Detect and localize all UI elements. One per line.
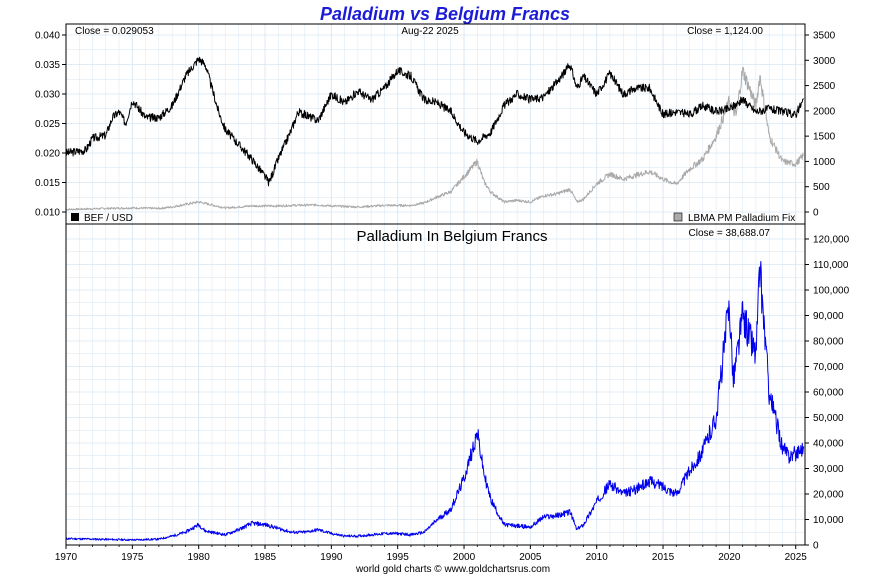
right-tick-label: 2000: [813, 106, 836, 117]
bottom-right-tick-label: 40,000: [813, 439, 844, 450]
bottom-right-axis: 0 10,000 20,000 30,000 40,000 50,000 60,000 70,…: [805, 235, 850, 552]
bef-usd-line: [65, 56, 805, 187]
top-panel-frame: [65, 23, 806, 225]
bottom-panel-title: Palladium In Belgium Francs: [357, 228, 548, 245]
bottom-right-tick-label: 50,000: [813, 413, 844, 424]
bottom-right-tick-label: 90,000: [813, 311, 844, 322]
bottom-panel-frame: [65, 223, 806, 546]
top-right-axis: 0 500 1000 1500 2000 2500 3000 3500: [805, 31, 836, 219]
x-tick-label: 1975: [121, 552, 144, 563]
left-close-label: Close = 0.029053: [75, 26, 154, 37]
bottom-right-tick-label: 120,000: [813, 235, 850, 246]
right-close-label: Close = 1,124.00: [687, 26, 763, 37]
legend-swatch-palladium: [673, 212, 683, 222]
date-label: Aug-22 2025: [401, 26, 459, 37]
x-tick-label: 2000: [453, 552, 476, 563]
bottom-right-tick-label: 80,000: [813, 337, 844, 348]
bottom-right-tick-label: 100,000: [813, 286, 850, 297]
left-tick-label: 0.015: [35, 178, 60, 189]
palladium-bef-line: [65, 261, 805, 542]
right-tick-label: 1500: [813, 132, 836, 143]
bottom-panel: 0 10,000 20,000 30,000 40,000 50,000 60,000 70,…: [55, 223, 850, 563]
bottom-right-tick-label: 30,000: [813, 464, 844, 475]
left-tick-label: 0.020: [35, 149, 60, 160]
x-tick-label: 2005: [519, 552, 542, 563]
bottom-right-tick-label: 60,000: [813, 388, 844, 399]
right-tick-label: 1000: [813, 157, 836, 168]
x-axis: 1970 1975 1980 1985 1990 1995 2000 2005 2010 2015…: [55, 545, 807, 563]
top-grid: [65, 24, 805, 224]
x-tick-label: 2010: [586, 552, 609, 563]
footer-credit: world gold charts © www.goldchartsrus.co…: [355, 564, 550, 575]
bottom-right-tick-label: 0: [813, 541, 819, 552]
left-tick-label: 0.040: [35, 31, 60, 42]
right-tick-label: 2500: [813, 81, 836, 92]
right-tick-label: 3000: [813, 56, 836, 67]
legend-swatch-bef: [71, 213, 79, 221]
bottom-grid: [65, 224, 805, 546]
right-tick-label: 0: [813, 208, 819, 219]
left-tick-label: 0.030: [35, 90, 60, 101]
x-tick-label: 1985: [254, 552, 277, 563]
x-tick-label: 1980: [188, 552, 211, 563]
top-left-axis: 0.010 0.015 0.020 0.025 0.030 0.035 0.040: [35, 31, 66, 219]
x-tick-label: 1990: [320, 552, 343, 563]
x-tick-label: 1970: [55, 552, 78, 563]
x-tick-label: 1995: [387, 552, 410, 563]
bottom-close-label: Close = 38,688.07: [689, 228, 771, 239]
x-tick-label: 2020: [718, 552, 741, 563]
chart-title: Palladium vs Belgium Francs: [320, 4, 570, 24]
left-tick-label: 0.035: [35, 60, 60, 71]
legend-label-bef: BEF / USD: [84, 213, 133, 224]
left-tick-label: 0.025: [35, 119, 60, 130]
bottom-right-tick-label: 10,000: [813, 515, 844, 526]
bottom-right-tick-label: 70,000: [813, 362, 844, 373]
right-tick-label: 500: [813, 182, 830, 193]
bottom-right-tick-label: 20,000: [813, 490, 844, 501]
x-tick-label: 2015: [652, 552, 675, 563]
legend-label-palladium: LBMA PM Palladium Fix: [688, 213, 795, 224]
left-tick-label: 0.010: [35, 208, 60, 219]
x-tick-label: 2025: [785, 552, 808, 563]
bottom-series: [65, 261, 805, 542]
top-series: [65, 56, 805, 211]
bottom-right-tick-label: 110,000: [813, 260, 849, 271]
palladium-usd-line: [65, 66, 805, 211]
top-panel: 0.010 0.015 0.020 0.025 0.030 0.035 0.040 0 500…: [35, 23, 836, 225]
right-tick-label: 3500: [813, 31, 836, 42]
